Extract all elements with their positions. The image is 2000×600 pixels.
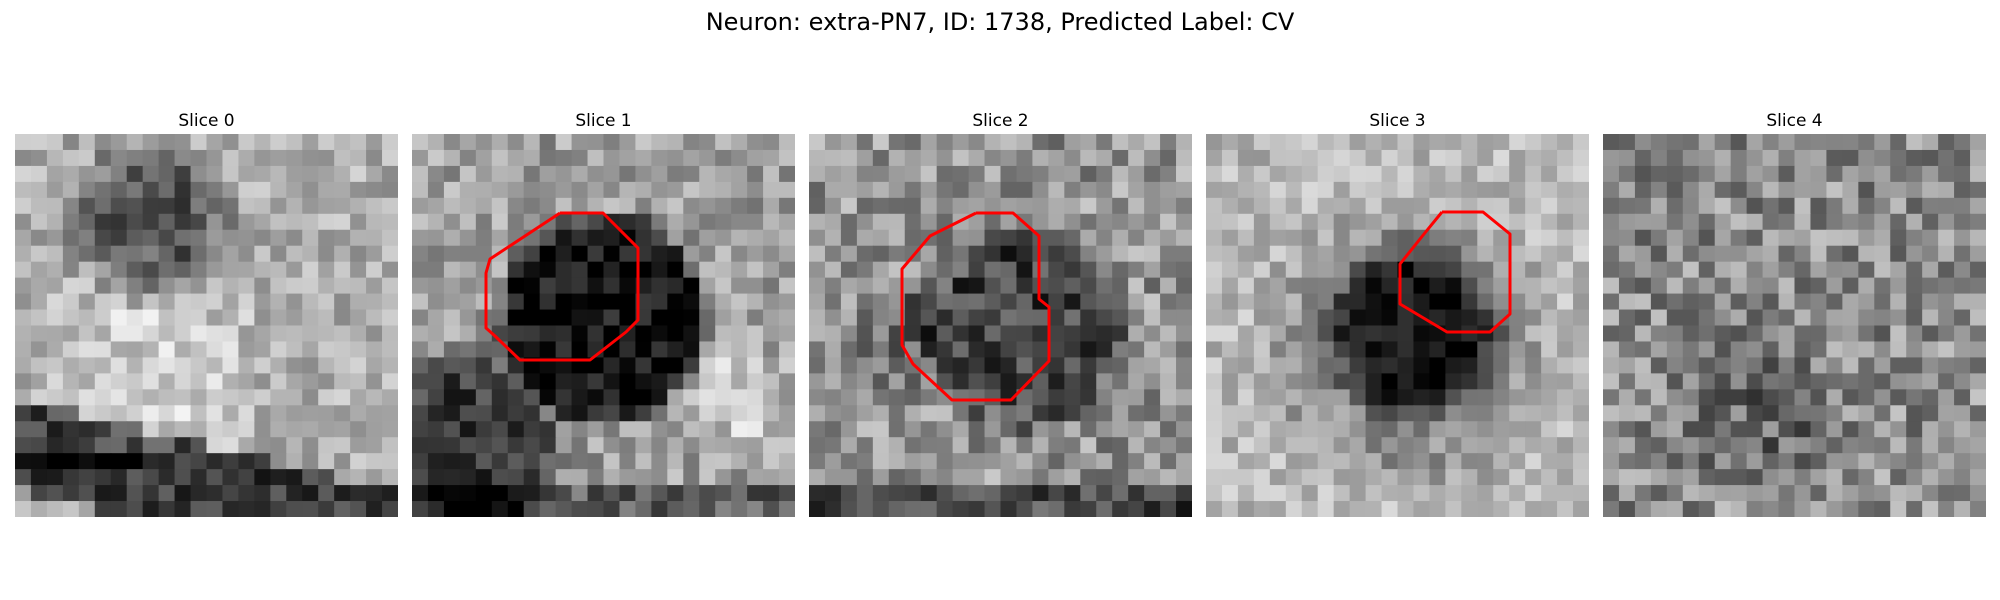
- figure-title: Neuron: extra-PN7, ID: 1738, Predicted L…: [705, 8, 1295, 36]
- slice-title: Slice 3: [1369, 111, 1426, 131]
- neuron-outline: [900, 211, 1051, 402]
- slice-title: Slice 0: [178, 111, 235, 131]
- slice-title: Slice 2: [972, 111, 1029, 131]
- slice-image: [412, 134, 795, 517]
- slice-image: [15, 134, 398, 517]
- slice-image: [1206, 134, 1589, 517]
- slice-image: [809, 134, 1192, 517]
- neuron-outline: [1398, 210, 1512, 334]
- neuron-outline: [484, 211, 640, 362]
- slice-image: [1603, 134, 1986, 517]
- slice-title: Slice 1: [575, 111, 632, 131]
- slice-title: Slice 4: [1766, 111, 1823, 131]
